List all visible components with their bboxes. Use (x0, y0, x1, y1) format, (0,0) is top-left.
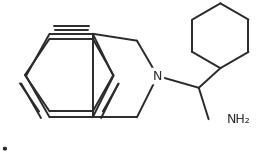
Text: N: N (153, 69, 162, 82)
Text: N: N (153, 69, 162, 82)
Text: NH₂: NH₂ (226, 113, 250, 126)
